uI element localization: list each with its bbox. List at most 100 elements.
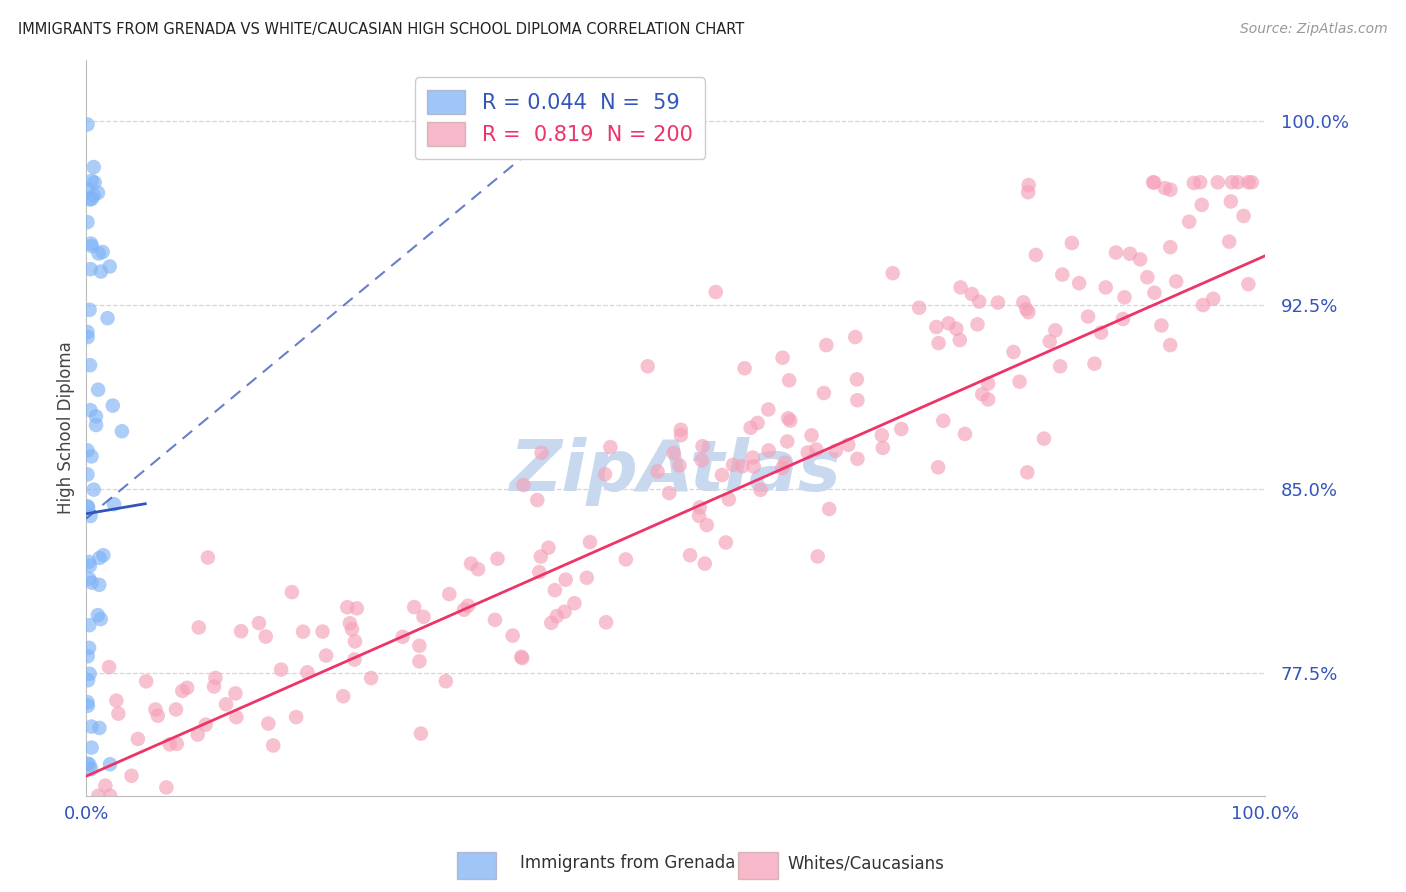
Point bbox=[204, 671, 226, 685]
Point bbox=[292, 624, 315, 639]
Point bbox=[311, 624, 333, 639]
Point bbox=[945, 322, 967, 336]
Point bbox=[94, 779, 117, 793]
Point bbox=[575, 571, 598, 585]
Point bbox=[77, 500, 100, 515]
Point bbox=[87, 246, 110, 260]
Point bbox=[882, 266, 904, 280]
Point bbox=[76, 325, 98, 339]
Point bbox=[127, 731, 149, 746]
Point bbox=[83, 483, 105, 497]
Point bbox=[846, 451, 869, 466]
Point bbox=[76, 118, 98, 132]
Point bbox=[772, 351, 794, 365]
Point bbox=[76, 443, 98, 458]
Point bbox=[747, 416, 769, 430]
Point bbox=[546, 609, 568, 624]
Point bbox=[987, 295, 1010, 310]
Point bbox=[749, 483, 772, 497]
Point bbox=[1083, 357, 1105, 371]
Point bbox=[80, 239, 103, 253]
Point bbox=[1237, 175, 1260, 189]
Point bbox=[262, 739, 284, 753]
Point bbox=[742, 459, 765, 474]
Point bbox=[343, 652, 366, 666]
Point bbox=[1018, 178, 1040, 192]
Point bbox=[967, 294, 990, 309]
Point bbox=[773, 456, 796, 470]
Point bbox=[770, 461, 793, 475]
Point bbox=[90, 264, 112, 278]
Point bbox=[1159, 183, 1181, 197]
Point bbox=[512, 478, 534, 492]
Point bbox=[704, 285, 727, 299]
Point bbox=[111, 424, 134, 438]
Point bbox=[1069, 276, 1091, 290]
Point bbox=[693, 557, 716, 571]
Point bbox=[1154, 181, 1177, 195]
Point bbox=[1192, 298, 1215, 312]
Point bbox=[1129, 252, 1152, 267]
Point bbox=[77, 555, 100, 569]
Point bbox=[297, 665, 319, 680]
Point bbox=[1142, 175, 1164, 189]
Point bbox=[540, 615, 562, 630]
Point bbox=[1191, 198, 1213, 212]
Point bbox=[960, 287, 983, 301]
Point bbox=[526, 493, 548, 508]
Point bbox=[710, 467, 733, 482]
Point bbox=[187, 620, 209, 634]
Point bbox=[692, 439, 714, 453]
Point bbox=[187, 727, 209, 741]
Point bbox=[83, 176, 105, 190]
Point bbox=[599, 440, 621, 454]
Point bbox=[938, 316, 960, 330]
Point bbox=[1159, 338, 1181, 352]
Point bbox=[776, 434, 799, 449]
Point bbox=[579, 535, 602, 549]
Point bbox=[977, 376, 1000, 391]
Point bbox=[103, 497, 125, 511]
Point bbox=[806, 442, 828, 457]
Point bbox=[1032, 432, 1054, 446]
Point bbox=[1136, 270, 1159, 285]
Point bbox=[637, 359, 659, 374]
Point bbox=[340, 622, 363, 636]
Point bbox=[1077, 310, 1099, 324]
Text: Source: ZipAtlas.com: Source: ZipAtlas.com bbox=[1240, 22, 1388, 37]
Point bbox=[756, 402, 779, 417]
Point bbox=[434, 674, 457, 689]
Point bbox=[1112, 312, 1135, 326]
Point bbox=[1159, 240, 1181, 254]
Point bbox=[740, 421, 762, 435]
Point bbox=[91, 244, 114, 259]
Point bbox=[225, 710, 247, 724]
Point bbox=[1189, 175, 1212, 189]
Point bbox=[1114, 290, 1136, 304]
Point bbox=[1182, 176, 1205, 190]
Point bbox=[257, 716, 280, 731]
Point bbox=[870, 428, 893, 442]
Point bbox=[844, 330, 866, 344]
Point bbox=[80, 174, 103, 188]
Point bbox=[554, 573, 576, 587]
Point bbox=[502, 629, 524, 643]
Point bbox=[98, 660, 121, 674]
Point bbox=[247, 616, 270, 631]
Y-axis label: High School Diploma: High School Diploma bbox=[58, 342, 75, 514]
Point bbox=[87, 608, 110, 623]
Point bbox=[166, 737, 188, 751]
Point bbox=[1240, 175, 1263, 189]
Point bbox=[224, 686, 246, 700]
Point bbox=[79, 558, 101, 573]
Point bbox=[412, 609, 434, 624]
Point bbox=[197, 550, 219, 565]
Point bbox=[460, 557, 482, 571]
Point bbox=[1166, 274, 1188, 288]
Point bbox=[484, 613, 506, 627]
Point bbox=[83, 160, 105, 174]
Point bbox=[76, 756, 98, 771]
Point bbox=[927, 460, 949, 475]
Point bbox=[439, 587, 461, 601]
Point bbox=[807, 549, 830, 564]
